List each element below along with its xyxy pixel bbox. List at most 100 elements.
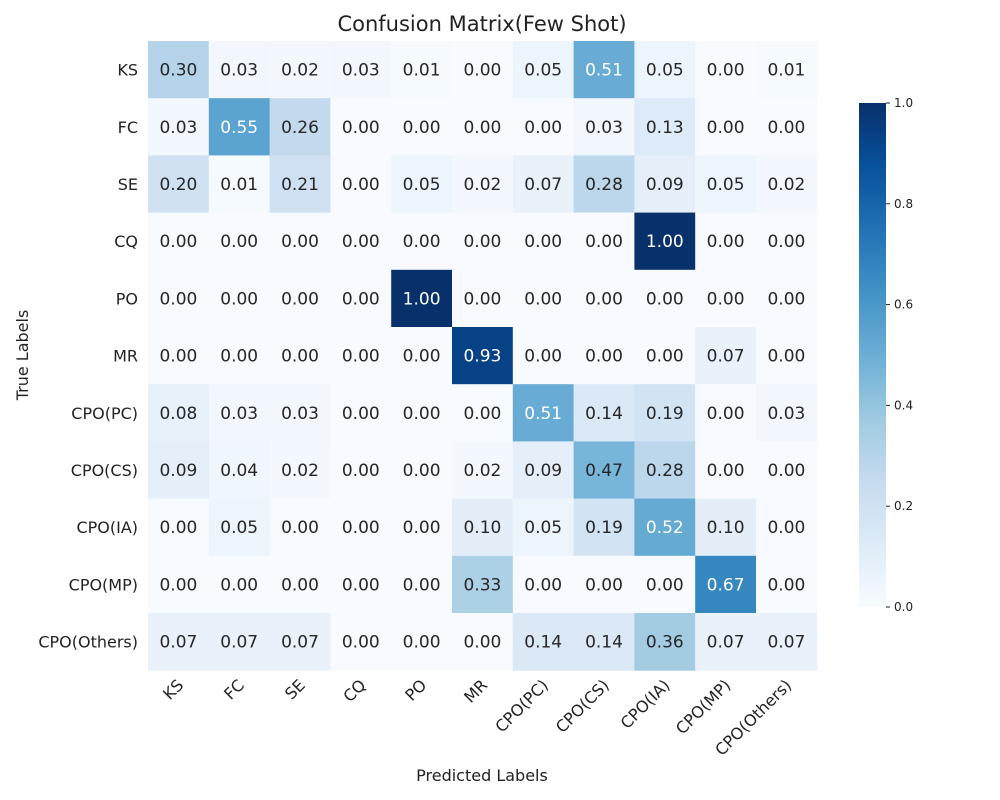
cell-value-label: 0.00 [707,461,745,481]
heatmap-cell [330,555,392,614]
heatmap-cell [391,498,453,557]
cell-value-label: 0.00 [524,289,562,309]
x-tick-label: KS [159,676,187,704]
cell-value-label: 0.00 [463,404,501,424]
cell-value-label: 0.03 [342,61,380,81]
heatmap-cell [512,41,575,99]
heatmap-cell [756,212,818,271]
heatmap-cell [208,327,271,385]
heatmap-cell [452,41,514,99]
colorbar-tick-label: 0.4 [894,398,913,412]
cell-value-label: 0.00 [403,118,441,138]
heatmap-cell [512,269,575,328]
cell-value-label: 0.00 [403,461,441,481]
heatmap-cell [148,212,210,271]
chart-title: Confusion Matrix(Few Shot) [337,12,626,36]
cell-value-label: 0.02 [767,175,805,195]
cell-value-label: 0.00 [707,289,745,309]
y-tick-label: MR [113,347,138,366]
cell-value-label: 0.14 [524,633,562,653]
heatmap-cell [452,555,514,614]
cell-value-label: 0.00 [403,404,441,424]
heatmap-cell [512,212,575,271]
colorbar [859,103,886,607]
y-axis-label: True Labels [13,310,32,402]
heatmap-cell [208,498,271,557]
cell-value-label: 0.00 [342,232,380,252]
heatmap-cell [330,498,392,557]
x-tick-label: CPO(CS) [552,676,613,737]
cell-value-label: 0.00 [281,289,319,309]
heatmap-cell [452,613,514,671]
heatmap-cell [452,327,514,385]
heatmap-cell [695,441,757,500]
cell-value-label: 0.09 [524,461,562,481]
heatmap-cell [391,384,453,442]
cell-value-label: 0.00 [342,575,380,595]
y-tick-label: PO [116,289,138,308]
heatmap-cell [756,384,818,442]
heatmap-cell [269,212,331,271]
cell-value-label: 0.00 [646,289,684,309]
heatmap-cell [512,498,575,557]
cell-value-label: 0.00 [342,404,380,424]
cell-value-label: 0.00 [342,518,380,538]
colorbar-ticks: 0.0 0.2 0.4 0.6 0.8 1.0 [886,96,913,614]
heatmap-cell [452,155,514,214]
heatmap-cell [148,269,210,328]
cell-value-label: 0.07 [707,633,745,653]
heatmap-cell [330,613,392,671]
cell-value-label: 0.30 [159,61,197,81]
x-axis-label: Predicted Labels [416,766,548,785]
cell-value-label: 0.14 [585,633,623,653]
cell-value-label: 0.07 [159,633,197,653]
cell-value-label: 0.00 [767,347,805,367]
cell-value-label: 0.05 [220,518,258,538]
heatmap-cell [573,41,635,99]
cell-value-label: 0.93 [463,347,501,367]
cell-value-label: 0.00 [767,289,805,309]
heatmap-cell [452,269,514,328]
cell-value-label: 0.51 [585,61,623,81]
cell-value-label: 0.00 [159,518,197,538]
heatmap-cell [634,327,696,385]
cell-value-label: 0.05 [403,175,441,195]
cell-value-label: 0.07 [281,633,319,653]
heatmap-cell [452,212,514,271]
cell-value-label: 0.00 [342,347,380,367]
colorbar-tick-label: 1.0 [894,96,913,110]
heatmap-cell [269,498,331,557]
heatmap-cell [269,269,331,328]
heatmap-cell [330,98,392,156]
heatmap-cell [695,498,757,557]
heatmap-cell [208,41,271,99]
heatmap-cell [634,498,696,557]
cell-value-label: 0.03 [585,118,623,138]
cell-value-label: 0.00 [281,575,319,595]
cell-value-label: 0.00 [403,633,441,653]
heatmap-cell [148,98,210,156]
heatmap-cell [330,269,392,328]
cell-value-label: 0.20 [159,175,197,195]
heatmap-cell [756,613,818,671]
heatmap-cell [573,555,635,614]
heatmap-cell [148,327,210,385]
cell-value-label: 0.00 [159,575,197,595]
cell-value-label: 0.04 [220,461,258,481]
heatmap-cell-labels: 0.30 0.03 0.02 0.03 0.01 0.00 0.05 0.51 0.05 0.00… [159,61,805,653]
heatmap-cells [148,41,818,671]
cell-value-label: 0.09 [159,461,197,481]
heatmap-cell [391,98,453,156]
heatmap-cell [208,441,271,500]
cell-value-label: 0.01 [767,61,805,81]
heatmap-cell [330,384,392,442]
heatmap-cell [695,555,757,614]
heatmap-cell [148,498,210,557]
cell-value-label: 0.00 [342,118,380,138]
cell-value-label: 0.00 [707,61,745,81]
heatmap-cell [573,498,635,557]
heatmap-cell [756,327,818,385]
heatmap-cell [756,98,818,156]
x-tick-label: CPO(IA) [617,676,674,733]
